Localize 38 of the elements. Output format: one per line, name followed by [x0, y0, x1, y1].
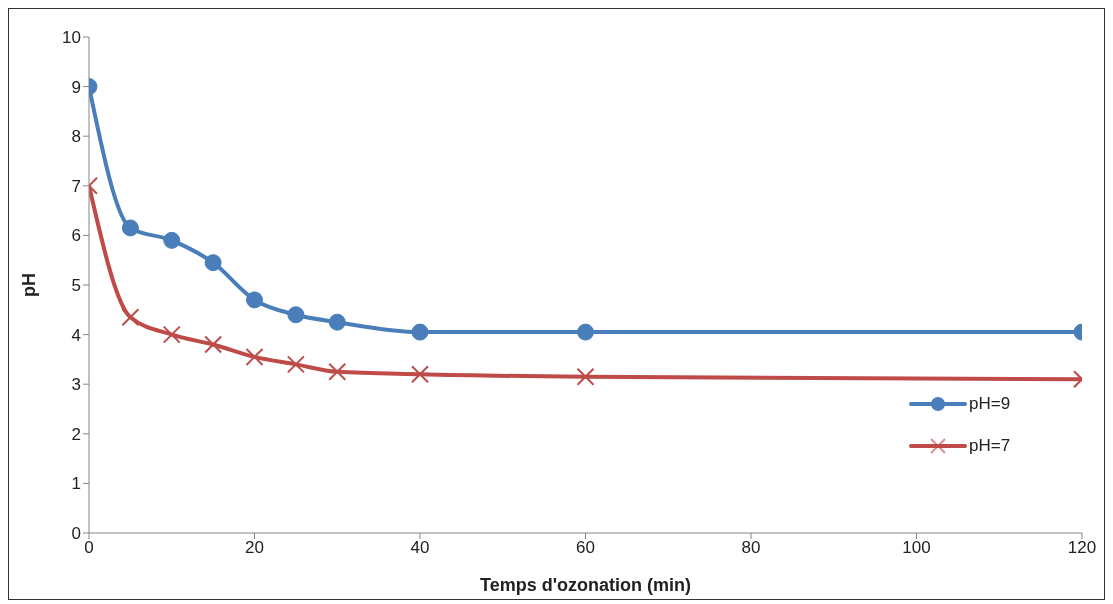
- x-tick-label: 60: [576, 538, 595, 558]
- point: [204, 254, 222, 272]
- y-axis-title: pH: [19, 273, 40, 297]
- y-tick-label: 0: [71, 524, 81, 544]
- y-tick-label: 3: [71, 375, 81, 395]
- x-tick-label: 20: [245, 538, 264, 558]
- point: [246, 291, 263, 309]
- point: [411, 365, 429, 384]
- point: [411, 323, 429, 341]
- x-tick-label: 80: [741, 538, 761, 558]
- x-tick-label: 0: [84, 538, 94, 558]
- point: [576, 367, 595, 386]
- x-axis-title: Temps d'ozonation (min): [480, 575, 691, 595]
- y-tick-label: 10: [62, 28, 81, 48]
- point: [328, 313, 346, 331]
- y-tick-label: 8: [71, 127, 81, 147]
- y-tick-label: 9: [71, 77, 81, 97]
- y-tick-label: 6: [71, 226, 81, 246]
- y-tick-label: 1: [71, 474, 81, 494]
- y-tick-label: 2: [71, 424, 81, 444]
- x-tick-label: 40: [410, 538, 430, 558]
- point: [121, 308, 140, 327]
- point: [245, 347, 264, 366]
- point: [204, 335, 223, 354]
- point: [286, 355, 305, 374]
- y-tick-label: 5: [71, 276, 81, 296]
- point: [162, 325, 181, 344]
- legend-label: pH=7: [969, 436, 1011, 456]
- point: [163, 231, 181, 249]
- point: [577, 323, 594, 341]
- y-tick-label: 4: [71, 325, 81, 345]
- x-tick-label: 100: [902, 538, 931, 558]
- point: [121, 219, 139, 237]
- y-tick-label: 7: [71, 176, 81, 196]
- point: [287, 306, 305, 324]
- point: [328, 362, 347, 381]
- x-tick-label: 120: [1067, 538, 1097, 558]
- legend-label: pH=9: [969, 394, 1011, 414]
